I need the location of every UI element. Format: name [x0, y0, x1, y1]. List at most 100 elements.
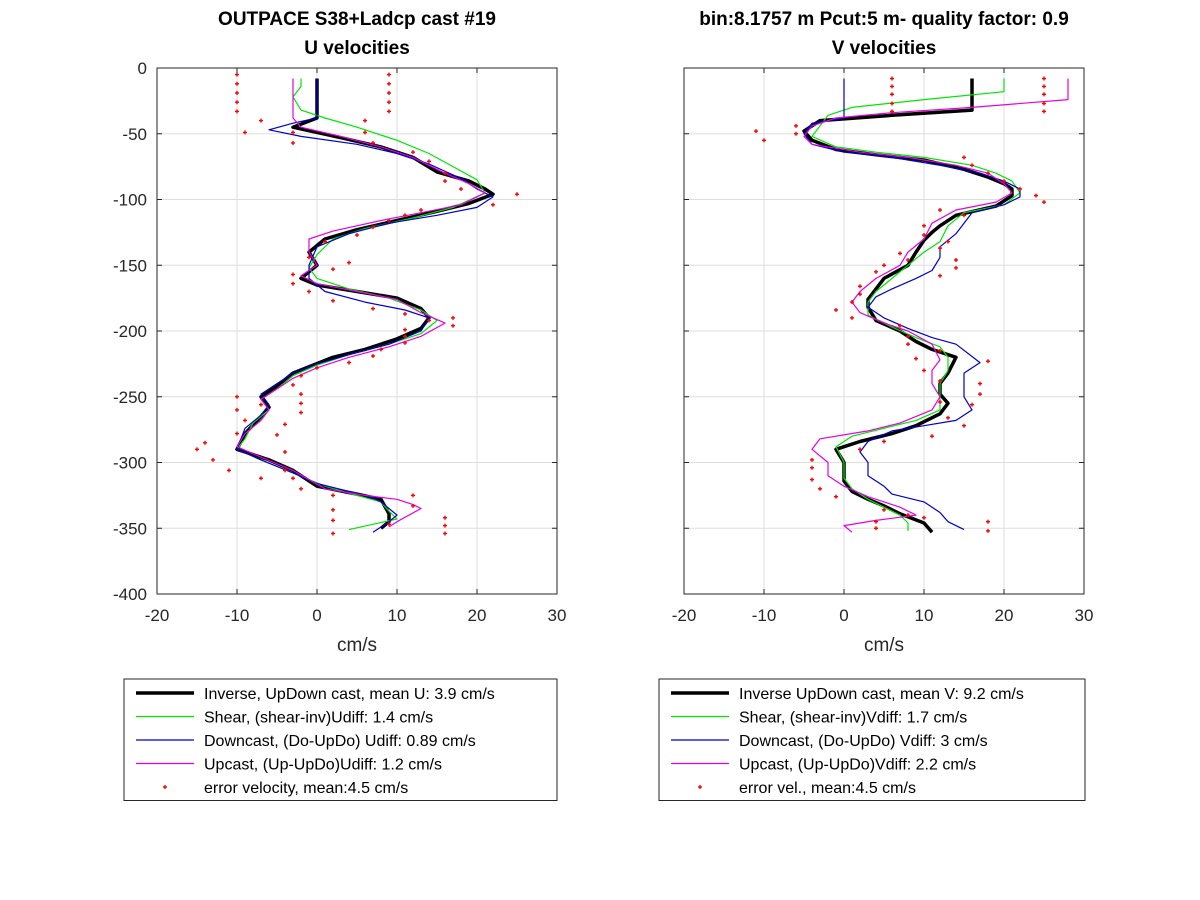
error-velocity-point — [427, 318, 431, 323]
error-velocity-point — [379, 347, 383, 352]
x-tick-label: -20 — [672, 606, 697, 625]
error-velocity-point — [227, 468, 231, 473]
error-velocity-point — [235, 100, 239, 105]
error-velocity-point — [331, 507, 335, 512]
error-velocity-point — [275, 432, 279, 437]
error-velocity-point — [914, 356, 918, 361]
x-tick-label: -10 — [752, 606, 777, 625]
error-velocity-point — [922, 223, 926, 228]
legend-label-2: Downcast, (Do-UpDo) Vdiff: 3 cm/s — [739, 733, 988, 750]
series-line-0 — [802, 78, 1014, 534]
error-velocity-point — [411, 503, 415, 508]
error-velocity-point — [331, 298, 335, 303]
error-velocity-point — [211, 457, 215, 462]
error-velocity-point — [443, 515, 447, 520]
y-tick-label: -350 — [113, 519, 147, 538]
error-velocity-point — [1042, 101, 1046, 106]
x-tick-label: 0 — [839, 606, 848, 625]
y-tick-label: 0 — [138, 59, 147, 78]
error-velocity-point — [291, 281, 295, 286]
x-tick-label: 20 — [468, 606, 487, 625]
error-velocity-point — [762, 138, 766, 143]
error-velocity-point — [331, 518, 335, 523]
x-tick-label: 30 — [1075, 606, 1094, 625]
legend: Inverse UpDown cast, mean V: 9.2 cm/s She… — [658, 678, 1086, 801]
error-velocity-point — [291, 140, 295, 145]
error-velocity-point — [970, 402, 974, 407]
x-tick-label: 20 — [995, 606, 1014, 625]
error-velocity-point — [978, 381, 982, 386]
x-tick-label: -20 — [145, 606, 170, 625]
legend-label-3: Upcast, (Up-UpDo)Udiff: 1.2 cm/s — [204, 757, 442, 774]
error-velocity-point — [938, 348, 942, 353]
error-velocity-point — [363, 118, 367, 123]
error-velocity-point — [331, 493, 335, 498]
error-velocity-point — [403, 334, 407, 339]
error-velocity-point — [387, 218, 391, 223]
error-velocity-point — [235, 109, 239, 114]
error-velocity-point — [1042, 76, 1046, 81]
error-velocity-point — [962, 213, 966, 218]
error-velocity-point — [443, 531, 447, 536]
error-velocity-point — [235, 394, 239, 399]
error-velocity-point — [986, 171, 990, 176]
error-velocity-point — [299, 392, 303, 397]
error-velocity-point — [315, 365, 319, 370]
error-velocity-point — [946, 239, 950, 244]
error-velocity-point — [387, 90, 391, 95]
error-velocity-point — [890, 109, 894, 114]
error-velocity-point — [403, 311, 407, 316]
error-velocity-point — [834, 307, 838, 312]
error-velocity-point — [363, 130, 367, 135]
error-velocity-point — [443, 171, 447, 176]
legend-label-1: Shear, (shear-inv)Udiff: 1.4 cm/s — [204, 710, 433, 727]
error-velocity-point — [962, 423, 966, 428]
error-velocity-point — [906, 257, 910, 262]
error-velocity-point — [235, 90, 239, 95]
error-velocity-point — [283, 449, 287, 454]
error-velocity-point — [810, 465, 814, 470]
error-velocity-point — [371, 306, 375, 311]
error-velocity-point — [299, 486, 303, 491]
chart-subtitle: V velocities — [832, 38, 937, 59]
error-velocity-point — [882, 263, 886, 268]
error-velocity-point — [283, 468, 287, 473]
error-velocity-point — [850, 300, 854, 305]
error-velocity-point — [283, 422, 287, 427]
error-velocity-point — [938, 378, 942, 383]
error-velocity-point — [906, 342, 910, 347]
error-velocity-point — [938, 246, 942, 251]
error-velocity-point — [938, 273, 942, 278]
error-velocity-point — [890, 84, 894, 89]
error-velocity-point — [387, 522, 391, 527]
error-velocity-point — [1042, 200, 1046, 205]
error-velocity-point — [850, 315, 854, 320]
error-velocity-point — [890, 101, 894, 106]
error-velocity-point — [403, 340, 407, 345]
error-velocity-point — [371, 353, 375, 358]
error-velocity-point — [443, 179, 447, 184]
x-tick-label: 0 — [312, 606, 321, 625]
error-velocity-point — [1042, 84, 1046, 89]
series-line-1 — [811, 78, 1021, 531]
error-velocity-point — [1042, 109, 1046, 114]
error-velocity-point — [259, 476, 263, 481]
error-velocity-point — [347, 360, 351, 365]
error-velocity-point — [323, 239, 327, 244]
y-tick-label: -250 — [113, 388, 147, 407]
error-velocity-point — [371, 140, 375, 145]
x-tick-label: 10 — [915, 606, 934, 625]
legend-swatch-error — [698, 785, 702, 789]
error-velocity-point — [906, 513, 910, 518]
error-velocity-point — [810, 477, 814, 482]
error-velocity-point — [299, 373, 303, 378]
error-velocity-point — [1002, 179, 1006, 184]
error-velocity-point — [331, 267, 335, 272]
error-velocity-point — [954, 257, 958, 262]
y-tick-label: -100 — [113, 191, 147, 210]
error-velocity-point — [954, 265, 958, 270]
error-velocity-point — [858, 447, 862, 452]
error-velocity-point — [882, 439, 886, 444]
x-axis-label: cm/s — [337, 635, 377, 656]
